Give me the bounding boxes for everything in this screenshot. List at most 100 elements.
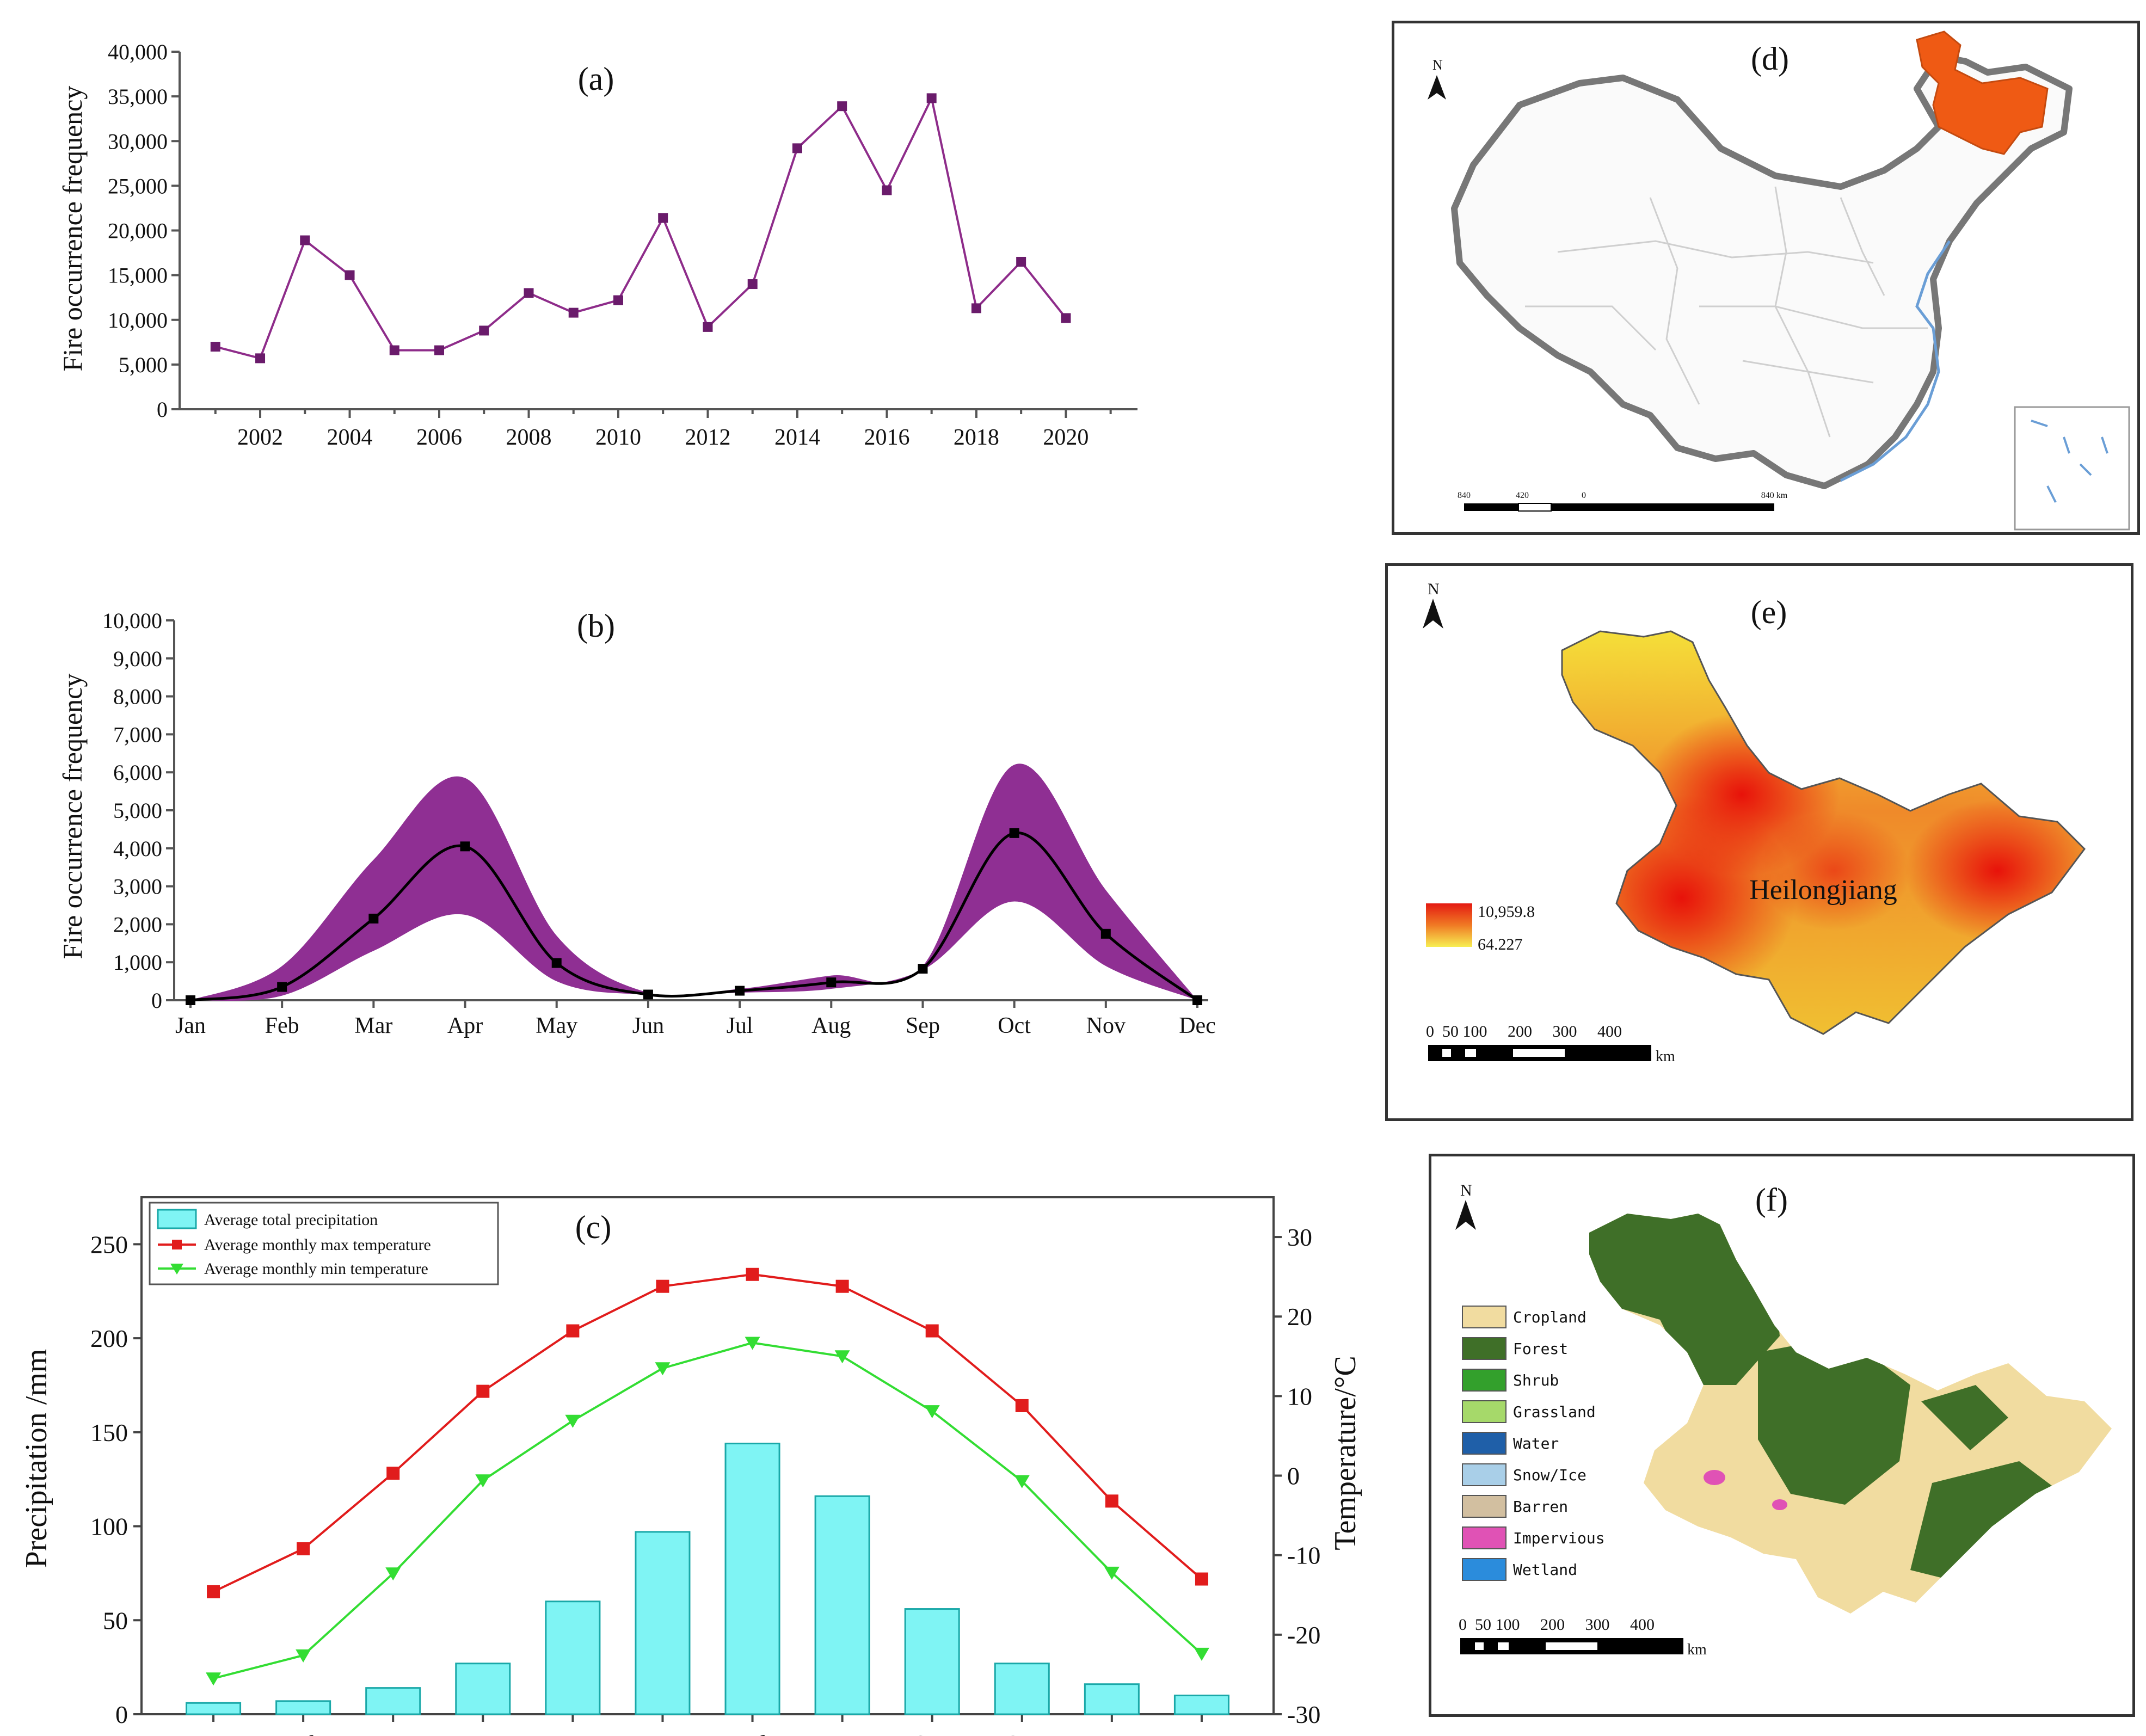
y-tick-label: 30,000 <box>108 129 168 153</box>
x-tick-label: Dec <box>1182 1730 1222 1736</box>
y-tick-label: 10,000 <box>102 608 162 633</box>
panel-c-chart: 0 50 100 150 200 250 -30 -20 -10 0 10 20 30 Jan Feb M… <box>20 1196 1362 1736</box>
y-tick-label: 15,000 <box>108 263 168 288</box>
data-point <box>368 913 379 924</box>
max-temp-point <box>925 1324 939 1338</box>
data-point <box>551 958 562 968</box>
x-tick-label: Feb <box>265 1013 299 1038</box>
legend-precip-swatch <box>157 1209 197 1229</box>
legend-low: 64.227 <box>1478 935 1523 953</box>
panel-b-chart: 0 1,000 2,000 3,000 4,000 5,000 6,000 7,000 8,00… <box>57 608 1216 1038</box>
x-tick-label: 2010 <box>595 425 641 450</box>
y-tick-label: 25,000 <box>108 174 168 198</box>
min-temp-point <box>565 1414 581 1428</box>
min-temp-point <box>1014 1475 1030 1488</box>
y-tick-label: 0 <box>151 988 162 1013</box>
map-e-scale-bar: 0 50 100 200 300 400 km <box>1426 1023 1675 1065</box>
precip-bar <box>904 1608 960 1715</box>
y-tick-label-left: 200 <box>90 1325 128 1352</box>
x-tick-label: 2008 <box>506 425 551 450</box>
province-boundaries <box>1525 186 1928 438</box>
coastline <box>1840 240 1951 482</box>
impervious-area <box>1704 1470 1725 1485</box>
y-tick-label: 35,000 <box>108 84 168 109</box>
north-arrow: N <box>1423 580 1443 629</box>
x-tick-label: Feb <box>285 1730 322 1736</box>
data-point <box>1009 828 1019 838</box>
y-tick-label: 1,000 <box>113 950 162 975</box>
y-tick-label: 2,000 <box>113 912 162 937</box>
scale-gap <box>1475 1642 1484 1650</box>
y-tick-label-left: 50 <box>103 1606 128 1634</box>
legend-max-temp-label: Average monthly max temperature <box>204 1236 431 1254</box>
min-temp-point <box>385 1567 401 1581</box>
south-china-sea-inset <box>2014 406 2130 531</box>
legend-max-temp-marker <box>172 1240 182 1249</box>
y-tick-label-right: -30 <box>1287 1701 1320 1728</box>
heilongjiang-outline <box>1561 630 2086 1035</box>
north-arrow-icon <box>1423 599 1443 629</box>
data-point <box>460 841 470 852</box>
scale-segment <box>1464 503 1518 511</box>
x-tick-label: Nov <box>1090 1730 1133 1736</box>
panel-a-axes <box>179 52 1137 410</box>
map-d-label: (d) <box>1751 41 1789 77</box>
data-point <box>837 101 847 112</box>
precip-bar <box>994 1663 1050 1715</box>
heilongjiang-highlight <box>1916 30 2049 155</box>
legend-label: Water <box>1513 1435 1559 1452</box>
legend-label: Cropland <box>1513 1308 1587 1326</box>
data-point <box>186 995 195 1005</box>
scale-segment <box>1584 503 1774 511</box>
x-tick-label: Mar <box>372 1730 414 1736</box>
legend-swatch <box>1462 1526 1506 1549</box>
legend-high: 10,959.8 <box>1478 903 1535 921</box>
x-tick-label: Aug <box>811 1013 851 1038</box>
scale-gap <box>1546 1642 1597 1650</box>
map-e-frame: N (e) Heilongjiang 10,959.8 64.227 0 50 … <box>1385 563 2133 1121</box>
min-temp-point <box>924 1405 940 1419</box>
panel-c-ylabel-left: Precipitation /mm <box>20 1349 53 1568</box>
y-tick-label-left: 100 <box>90 1513 128 1541</box>
panel-c-min-temp-line <box>213 1341 1203 1680</box>
data-point <box>479 325 489 336</box>
legend-swatch <box>1462 1337 1506 1360</box>
precip-bar <box>1084 1683 1140 1715</box>
data-point <box>277 982 287 992</box>
x-tick-label: Dec <box>1179 1013 1216 1038</box>
panel-c-legend: Average total precipitation Average mont… <box>149 1202 499 1285</box>
panel-b-ylabel: Fire occurrence frequency <box>57 674 88 959</box>
data-point <box>747 279 758 290</box>
y-tick-label-right: 10 <box>1287 1382 1312 1410</box>
legend-label: Impervious <box>1513 1529 1605 1547</box>
y-tick-label: 10,000 <box>108 308 168 333</box>
inset-frame <box>2014 406 2130 531</box>
x-tick-label: 2006 <box>416 425 462 450</box>
x-tick-label: 2016 <box>864 425 909 450</box>
north-arrow: N <box>1428 57 1446 100</box>
x-tick-label: Jul <box>738 1730 767 1736</box>
precip-bar <box>1173 1694 1229 1715</box>
min-temp-point <box>1194 1647 1209 1661</box>
north-arrow-label: N <box>1428 580 1440 598</box>
map-f-label: (f) <box>1755 1182 1788 1218</box>
y-tick-label: 9,000 <box>113 647 162 671</box>
legend-swatch <box>1462 1495 1506 1518</box>
panel-a-ylabel: Fire occurrence frequency <box>57 86 88 372</box>
x-tick-label: Oct <box>1004 1730 1041 1736</box>
scale-label: 0 <box>1582 491 1586 500</box>
inset-islands <box>2031 420 2108 503</box>
x-tick-label: May <box>550 1730 595 1736</box>
y-tick-label: 5,000 <box>119 353 168 377</box>
x-tick-label: Jan <box>196 1730 230 1736</box>
data-point <box>703 322 713 332</box>
x-tick-label: Jun <box>632 1013 664 1038</box>
max-temp-point <box>656 1279 669 1293</box>
min-temp-point <box>1104 1566 1120 1580</box>
precip-bar <box>724 1443 780 1715</box>
data-point <box>643 989 653 1000</box>
max-temp-point <box>1015 1399 1029 1412</box>
panel-b-confidence-band <box>190 764 1197 1001</box>
panel-c-ylabel-right: Temperature/°C <box>1329 1356 1362 1550</box>
panel-a-label: (a) <box>578 61 614 97</box>
